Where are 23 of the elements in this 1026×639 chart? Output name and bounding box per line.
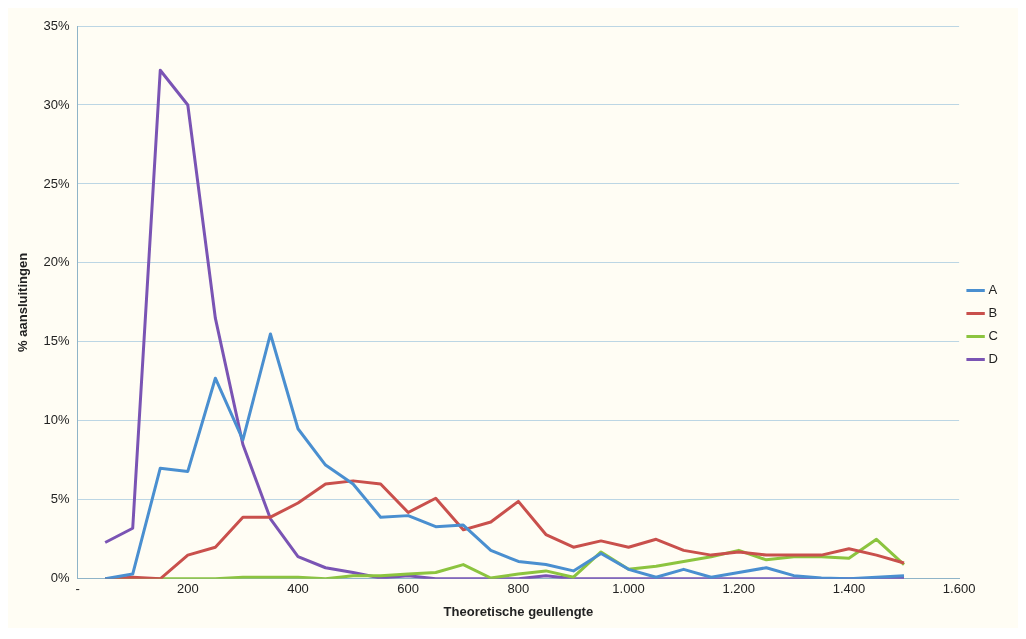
x-tick-label: 200 [176,581,199,597]
legend-label: C [988,328,998,344]
y-tick-label: 30% [43,96,71,112]
x-axis-title: Theoretische geullengte [443,603,594,619]
legend-label: A [988,282,998,298]
legend-label: B [988,305,998,321]
y-tick-label: 5% [50,491,71,507]
y-axis-title: % aansluitingen [15,252,31,352]
legend-label: D [988,351,998,367]
x-tick-label: 800 [507,581,530,597]
y-tick-label: 35% [43,17,71,33]
x-tick-label: 400 [287,581,309,597]
x-tick-label: - [75,581,80,597]
x-tick-label: 1.200 [722,581,756,597]
x-tick-label: 1.600 [942,581,976,597]
x-tick-label: 600 [397,581,420,597]
y-tick-label: 0% [50,570,71,586]
y-tick-label: 15% [43,333,71,349]
y-tick-label: 10% [43,412,71,428]
y-tick-label: 25% [43,175,71,191]
x-tick-label: 1.000 [612,581,645,597]
y-tick-label: 20% [43,254,71,270]
x-tick-label: 1.400 [832,581,866,597]
